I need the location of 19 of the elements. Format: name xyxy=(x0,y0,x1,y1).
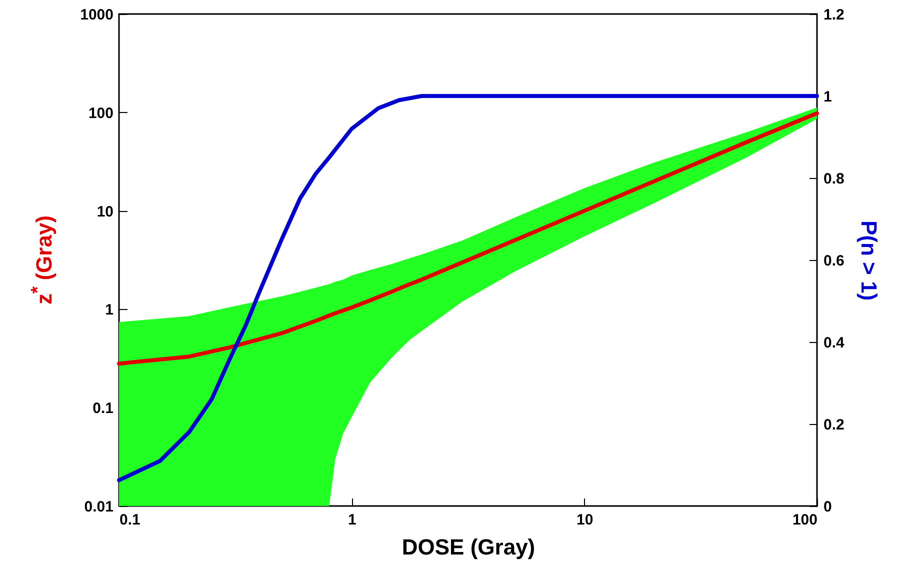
y-tick-label: 1 xyxy=(105,302,114,319)
y2-tick-label: 0.4 xyxy=(824,334,846,352)
x-tick-label: 0.1 xyxy=(120,512,140,528)
y2-axis-title: P(n > 1) xyxy=(856,220,882,301)
y2-tick-label: 1.2 xyxy=(824,6,844,24)
y2-tick-label: 0.8 xyxy=(824,170,844,188)
y2-tick-label: 0.6 xyxy=(824,252,844,270)
x-tick-label: 10 xyxy=(576,512,594,528)
y-tick-label: 1000 xyxy=(80,6,114,24)
y2-tick-label: 0 xyxy=(824,498,832,516)
y2-tick-label: 1 xyxy=(824,88,832,106)
x-tick-label: 100 xyxy=(792,512,818,528)
y-tick-label: 100 xyxy=(88,104,114,122)
x-axis-title: DOSE (Gray) xyxy=(402,534,536,560)
y-tick-label: 0.01 xyxy=(84,498,114,516)
y-tick-label: 0.1 xyxy=(92,400,114,418)
x-tick-label: 1 xyxy=(348,512,356,528)
y2-tick-label: 0.2 xyxy=(824,416,844,434)
y-tick-label: 10 xyxy=(96,203,114,220)
